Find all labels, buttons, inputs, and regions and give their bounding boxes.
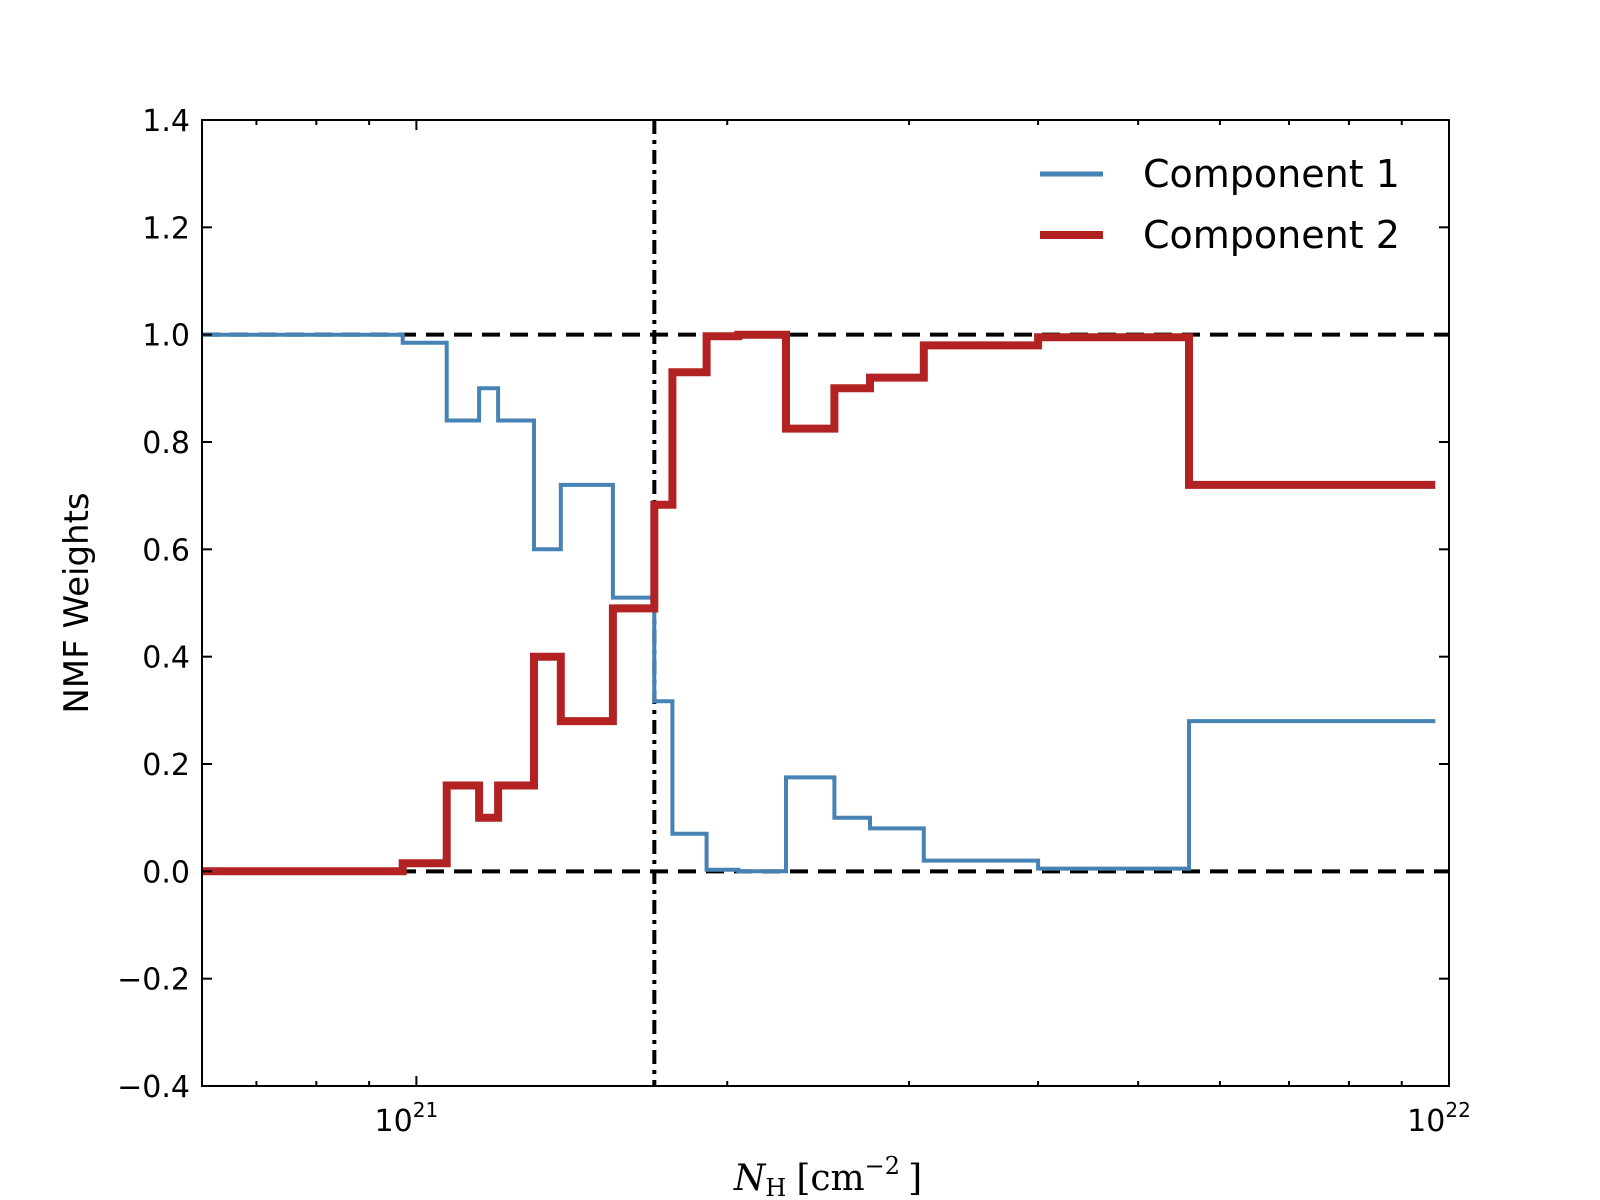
x-axis-label-subscript: H <box>765 1174 786 1200</box>
y-tick-label: 0.0 <box>142 855 190 890</box>
x-tick-label: 1022 <box>1407 1098 1471 1139</box>
x-axis-label-unit-open: [cm <box>796 1158 864 1199</box>
series-line-component-2 <box>202 330 1436 876</box>
plot-area <box>202 120 1449 1086</box>
y-tick-label: 0.4 <box>142 641 190 676</box>
legend-label-component-2: Component 2 <box>1143 213 1400 257</box>
axes-frame <box>201 119 1450 1087</box>
y-tick-label: 1.4 <box>142 104 190 139</box>
legend-label-component-1: Component 1 <box>1143 152 1400 196</box>
y-tick-label: 0.8 <box>142 426 190 461</box>
y-tick-label: 0.6 <box>142 533 190 568</box>
y-tick-label: −0.4 <box>117 1070 190 1105</box>
y-tick-label: −0.2 <box>117 963 190 998</box>
y-tick-label: 0.2 <box>142 748 190 783</box>
y-tick-label: 1.2 <box>142 211 190 246</box>
y-axis: −0.4 −0.2 0.0 0.2 0.4 0.6 0.8 1.0 1.2 1.4 <box>117 104 1449 1105</box>
series-layer <box>202 330 1436 876</box>
x-tick-label: 1021 <box>375 1098 439 1139</box>
x-axis-label: NH [cm−2] <box>733 1152 922 1200</box>
y-axis-label: NMF Weights <box>57 492 97 713</box>
series-line-component-1 <box>202 332 1436 874</box>
x-axis-label-unit-close: ] <box>908 1158 922 1199</box>
y-tick-label: 1.0 <box>142 319 190 354</box>
x-axis-label-exponent: −2 <box>865 1152 900 1180</box>
x-axis-label-symbol: N <box>733 1158 767 1199</box>
x-axis: 1021 1022 <box>255 120 1471 1139</box>
legend: Component 1 Component 2 <box>1040 152 1400 257</box>
